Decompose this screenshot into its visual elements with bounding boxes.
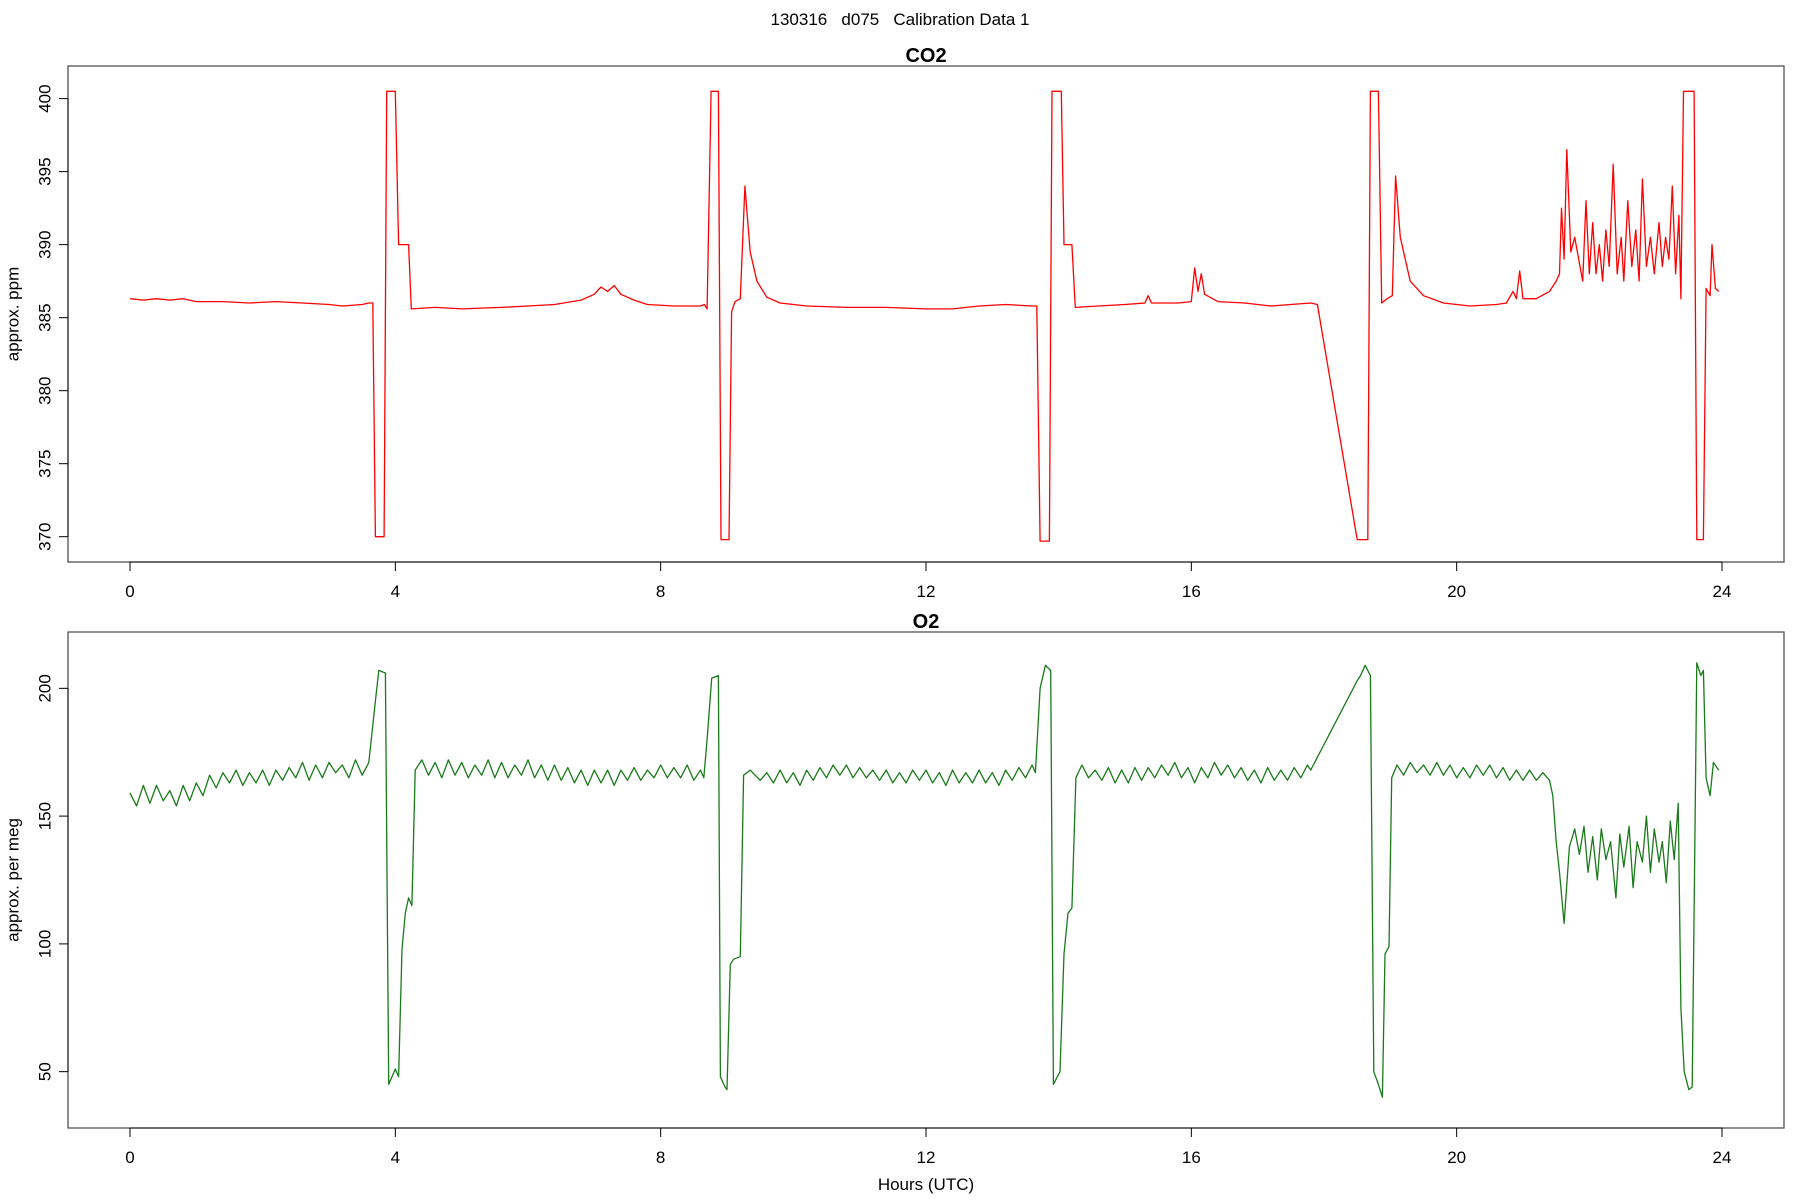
o2-panel: O2 0 4 8 12 16 20 24 50 100 150 200 approx. per meg H… xyxy=(3,611,1785,1194)
co2-x-tick-label: 16 xyxy=(1182,582,1201,601)
co2-plot-frame xyxy=(67,65,1785,563)
co2-x-tick-label: 4 xyxy=(391,582,400,601)
co2-x-tick-label: 24 xyxy=(1713,582,1732,601)
o2-panel-title: O2 xyxy=(913,611,940,633)
co2-x-tick-label: 0 xyxy=(125,582,134,601)
o2-y-tick-label: 50 xyxy=(35,1062,54,1081)
o2-y-tick-label: 100 xyxy=(35,930,54,958)
o2-x-tick-label: 0 xyxy=(125,1148,134,1167)
o2-plot-frame xyxy=(67,631,1785,1129)
co2-y-axis-label: approx. ppm xyxy=(3,267,22,362)
o2-y-tick-label: 200 xyxy=(35,674,54,702)
co2-series-line xyxy=(129,90,1720,542)
o2-y-axis-label: approx. per meg xyxy=(3,818,22,942)
co2-x-tick-label: 12 xyxy=(917,582,936,601)
o2-x-tick-label: 4 xyxy=(391,1148,400,1167)
o2-x-tick-label: 16 xyxy=(1182,1148,1201,1167)
co2-x-tick-label: 20 xyxy=(1447,582,1466,601)
co2-panel-title: CO2 xyxy=(905,45,946,67)
co2-x-tick-label: 8 xyxy=(656,582,665,601)
figure-title: 130316 d075 Calibration Data 1 xyxy=(770,10,1030,29)
co2-y-tick-label: 375 xyxy=(35,449,54,477)
o2-y-tick-label: 150 xyxy=(35,802,54,830)
o2-x-tick-label: 12 xyxy=(917,1148,936,1167)
co2-y-tick-label: 380 xyxy=(35,376,54,404)
o2-x-tick-label: 8 xyxy=(656,1148,665,1167)
o2-x-axis-label: Hours (UTC) xyxy=(878,1175,974,1194)
o2-x-tick-label: 24 xyxy=(1713,1148,1732,1167)
o2-series-line xyxy=(129,662,1720,1098)
co2-panel: CO2 0 4 8 12 16 20 24 370 375 380 385 390 395 400 appro… xyxy=(3,45,1785,601)
co2-y-tick-label: 370 xyxy=(35,523,54,551)
co2-y-tick-label: 400 xyxy=(35,84,54,112)
co2-y-tick-label: 385 xyxy=(35,303,54,331)
o2-x-tick-label: 20 xyxy=(1447,1148,1466,1167)
co2-y-tick-label: 390 xyxy=(35,230,54,258)
co2-y-tick-label: 395 xyxy=(35,157,54,185)
